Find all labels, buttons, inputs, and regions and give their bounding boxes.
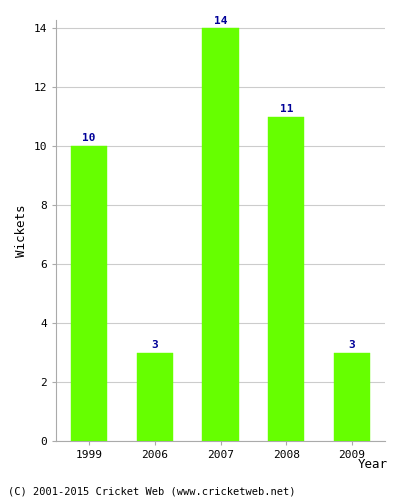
Bar: [71, 146, 107, 441]
Text: 10: 10: [82, 134, 96, 143]
Text: 14: 14: [214, 16, 227, 26]
Text: 3: 3: [349, 340, 356, 349]
Bar: [137, 352, 173, 441]
Text: 3: 3: [151, 340, 158, 349]
Text: Year: Year: [358, 458, 388, 470]
Bar: [202, 28, 239, 441]
Text: (C) 2001-2015 Cricket Web (www.cricketweb.net): (C) 2001-2015 Cricket Web (www.cricketwe…: [8, 487, 296, 497]
Y-axis label: Wickets: Wickets: [15, 204, 28, 256]
Text: 11: 11: [280, 104, 293, 114]
Bar: [334, 352, 370, 441]
Bar: [268, 117, 304, 441]
